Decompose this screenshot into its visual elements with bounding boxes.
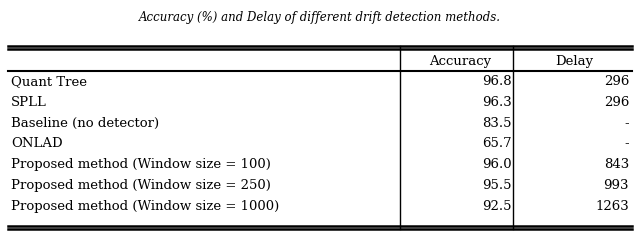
Text: 96.0: 96.0 (482, 158, 511, 171)
Text: 95.5: 95.5 (482, 179, 511, 192)
Text: 1263: 1263 (595, 200, 629, 213)
Text: 843: 843 (604, 158, 629, 171)
Text: 65.7: 65.7 (482, 137, 511, 150)
Text: Proposed method (Window size = 1000): Proposed method (Window size = 1000) (11, 200, 279, 213)
Text: 993: 993 (604, 179, 629, 192)
Text: SPLL: SPLL (11, 96, 47, 109)
Text: 83.5: 83.5 (482, 117, 511, 130)
Text: Quant Tree: Quant Tree (11, 75, 87, 88)
Text: -: - (625, 137, 629, 150)
Text: ONLAD: ONLAD (11, 137, 63, 150)
Text: 96.3: 96.3 (482, 96, 511, 109)
Text: Accuracy: Accuracy (429, 55, 492, 68)
Text: 92.5: 92.5 (482, 200, 511, 213)
Text: Proposed method (Window size = 250): Proposed method (Window size = 250) (11, 179, 271, 192)
Text: Accuracy (%) and Delay of different drift detection methods.: Accuracy (%) and Delay of different drif… (139, 11, 501, 24)
Text: 96.8: 96.8 (482, 75, 511, 88)
Text: 296: 296 (604, 96, 629, 109)
Text: Proposed method (Window size = 100): Proposed method (Window size = 100) (11, 158, 271, 171)
Text: Baseline (no detector): Baseline (no detector) (11, 117, 159, 130)
Text: Delay: Delay (556, 55, 593, 68)
Text: 296: 296 (604, 75, 629, 88)
Text: -: - (625, 117, 629, 130)
